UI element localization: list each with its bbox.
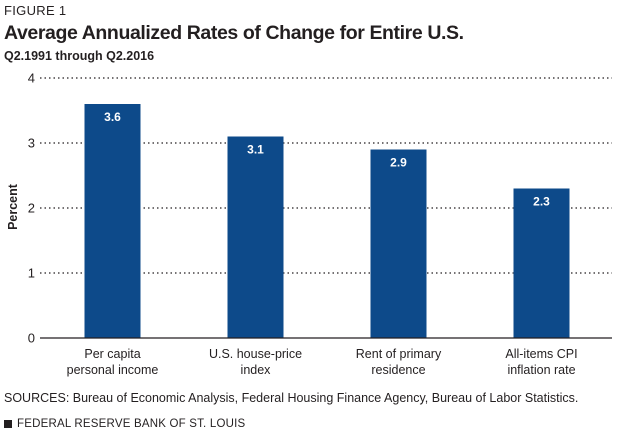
source-note: SOURCES: Bureau of Economic Analysis, Fe… — [4, 391, 578, 405]
bar — [514, 189, 570, 339]
y-axis-label: Percent — [6, 183, 20, 230]
y-tick-label: 4 — [28, 71, 35, 86]
y-tick-label: 0 — [28, 331, 35, 346]
bar-value-label: 3.1 — [247, 143, 264, 157]
bar-value-label: 2.3 — [533, 195, 550, 209]
square-bullet-icon — [4, 420, 12, 428]
x-category-label: inflation rate — [507, 363, 575, 377]
bar-value-label: 3.6 — [104, 110, 121, 124]
y-tick-label: 1 — [28, 266, 35, 281]
x-category-label: index — [241, 363, 272, 377]
x-category-label: residence — [371, 363, 425, 377]
y-tick-label: 3 — [28, 136, 35, 151]
bar-value-label: 2.9 — [390, 156, 407, 170]
bar — [85, 104, 141, 338]
bar — [371, 150, 427, 339]
x-category-label: Rent of primary — [356, 347, 442, 361]
x-category-label: Per capita — [84, 347, 140, 361]
footer: FEDERAL RESERVE BANK OF ST. LOUIS — [4, 418, 245, 430]
bars: 3.6 3.1 2.9 2.3 — [85, 104, 570, 338]
y-tick-label: 2 — [28, 201, 35, 216]
x-category-label: U.S. house-price — [209, 347, 302, 361]
footer-text: FEDERAL RESERVE BANK OF ST. LOUIS — [17, 418, 245, 430]
x-category-label: All-items CPI — [505, 347, 577, 361]
x-category-label: personal income — [67, 363, 159, 377]
bar-chart: 3.6 3.1 2.9 2.3 0 1 2 3 4 Per capita personal inc… — [0, 0, 620, 390]
bar — [228, 137, 284, 339]
